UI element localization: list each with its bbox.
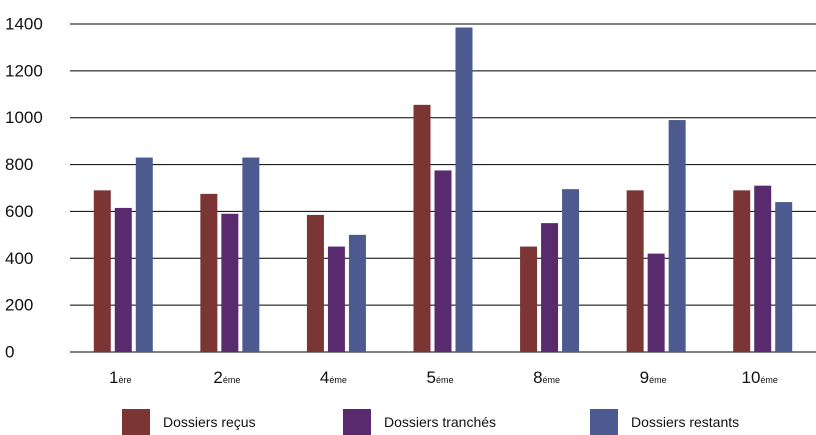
x-category-suffix: éme	[543, 375, 561, 385]
x-category-suffix: éme	[649, 375, 667, 385]
y-tick-label: 600	[5, 202, 33, 221]
bar-dossiers-restants-5	[562, 189, 580, 352]
y-tick-label: 0	[5, 342, 14, 361]
x-category-suffix: éme	[436, 375, 454, 385]
y-tick-label: 800	[5, 155, 33, 174]
x-axis-category-labels: 1ère 2éme 4éme 5éme 8éme 9éme 10éme	[109, 368, 778, 387]
x-category-number: 1	[109, 368, 118, 387]
legend-label: Dossiers reçus	[163, 414, 256, 430]
x-category-number: 10	[741, 368, 760, 387]
bar-dossiers-reus-5	[520, 246, 538, 352]
bar-dossiers-tranchs-1	[114, 207, 132, 352]
x-category-number: 5	[427, 368, 436, 387]
x-category-number: 9	[640, 368, 649, 387]
bar-dossiers-tranchs-5	[541, 223, 559, 352]
bar-dossiers-restants-1	[135, 157, 153, 352]
bar-dossiers-restants-7	[775, 202, 793, 352]
bar-dossiers-tranchs-3	[327, 246, 345, 352]
x-category-label: 4éme	[320, 368, 347, 387]
x-category-suffix: éme	[760, 375, 778, 385]
x-category-label: 1ère	[109, 368, 131, 387]
x-category-label: 10éme	[741, 368, 777, 387]
bar-dossiers-reus-4	[413, 104, 431, 352]
bar-dossiers-reus-3	[306, 214, 324, 352]
y-tick-label: 1200	[5, 61, 43, 80]
bars	[93, 27, 793, 353]
bar-dossiers-reus-6	[626, 190, 644, 352]
x-category-suffix: éme	[223, 375, 241, 385]
y-tick-label: 1400	[5, 14, 43, 33]
legend-label: Dossiers tranchés	[384, 414, 496, 430]
x-category-number: 2	[213, 368, 222, 387]
x-category-number: 8	[533, 368, 542, 387]
bar-dossiers-restants-3	[348, 234, 366, 352]
legend-swatch	[590, 409, 618, 435]
x-category-label: 5éme	[427, 368, 454, 387]
legend-swatch	[122, 409, 150, 435]
y-tick-label: 200	[5, 296, 33, 315]
bar-dossiers-restants-6	[668, 120, 686, 352]
bar-dossiers-restants-4	[455, 27, 473, 353]
bar-dossiers-reus-7	[733, 190, 751, 352]
x-category-number: 4	[320, 368, 329, 387]
x-category-label: 2éme	[213, 368, 240, 387]
y-tick-label: 400	[5, 249, 33, 268]
bar-dossiers-tranchs-4	[434, 170, 452, 352]
bar-dossiers-tranchs-7	[754, 185, 772, 352]
legend-swatch	[343, 409, 371, 435]
bar-dossiers-reus-2	[200, 193, 218, 352]
bar-dossiers-tranchs-2	[221, 213, 239, 352]
x-category-label: 9éme	[640, 368, 667, 387]
bar-dossiers-tranchs-6	[647, 253, 665, 352]
x-category-suffix: éme	[329, 375, 347, 385]
x-category-suffix: ère	[119, 375, 132, 385]
bar-dossiers-restants-2	[242, 157, 260, 352]
bar-dossiers-reus-1	[93, 190, 111, 352]
x-category-label: 8éme	[533, 368, 560, 387]
legend-label: Dossiers restants	[631, 414, 739, 430]
y-axis-tick-labels: 0 200 400 600 800 1000 1200 1400	[5, 14, 43, 361]
legend: Dossiers reçus Dossiers tranchés Dossiers …	[122, 409, 739, 435]
y-tick-label: 1000	[5, 108, 43, 127]
